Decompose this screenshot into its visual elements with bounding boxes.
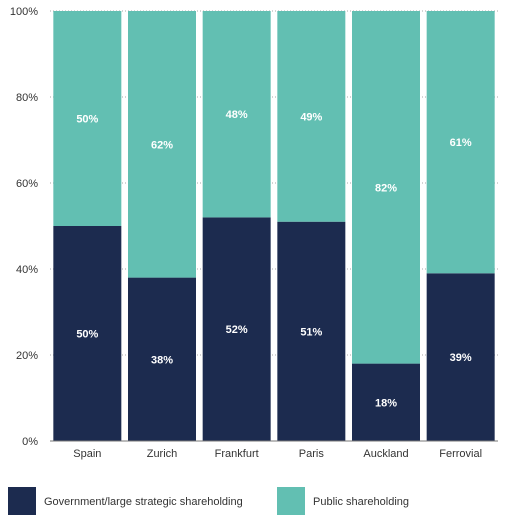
- data-label: 48%: [226, 109, 248, 121]
- bar-government: [202, 217, 271, 441]
- x-category-label: Ferrovial: [439, 448, 482, 460]
- data-label: 61%: [450, 137, 472, 149]
- data-label: 82%: [375, 182, 397, 194]
- bar-public: [277, 11, 346, 222]
- data-label: 52%: [226, 324, 248, 336]
- y-tick-label: 20%: [16, 350, 38, 362]
- bar-government: [128, 277, 196, 441]
- bar-public: [352, 11, 420, 364]
- data-label: 38%: [151, 354, 173, 366]
- data-label: 39%: [450, 352, 472, 364]
- legend-label-public: Public shareholding: [313, 496, 409, 508]
- bar-government: [352, 363, 420, 441]
- bar-government: [277, 221, 346, 441]
- y-tick-label: 0%: [22, 436, 38, 448]
- x-axis-labels: Spain Zurich Frankfurt Paris Auckland Ferrovi…: [73, 448, 482, 460]
- bar-government: [426, 273, 495, 441]
- legend-label-government: Government/large strategic shareholding: [44, 496, 243, 508]
- y-tick-label: 60%: [16, 178, 38, 190]
- y-tick-label: 40%: [16, 264, 38, 276]
- x-category-label: Zurich: [147, 448, 178, 460]
- data-label: 50%: [76, 329, 98, 341]
- bars: 50% 50% 38% 62% 52% 48% 51% 49% 18% 82% 39% 61%: [53, 11, 495, 441]
- data-label: 18%: [375, 397, 397, 409]
- x-category-label: Spain: [73, 448, 101, 460]
- y-tick-label: 80%: [16, 92, 38, 104]
- legend-swatch-government: [8, 487, 36, 515]
- bar-public: [202, 11, 271, 218]
- x-category-label: Frankfurt: [215, 448, 259, 460]
- data-label: 51%: [300, 326, 322, 338]
- bar-public: [426, 11, 495, 274]
- legend-swatch-public: [277, 487, 305, 515]
- data-label: 50%: [76, 114, 98, 126]
- y-tick-label: 100%: [10, 6, 38, 18]
- x-category-label: Auckland: [363, 448, 408, 460]
- x-category-label: Paris: [299, 448, 325, 460]
- legend: Government/large strategic shareholding …: [8, 487, 409, 515]
- bar-government: [53, 226, 122, 441]
- data-label: 49%: [300, 111, 322, 123]
- bar-public: [128, 11, 196, 278]
- y-axis-ticks: 0% 20% 40% 60% 80% 100%: [10, 6, 38, 448]
- data-label: 62%: [151, 139, 173, 151]
- bar-public: [53, 11, 122, 226]
